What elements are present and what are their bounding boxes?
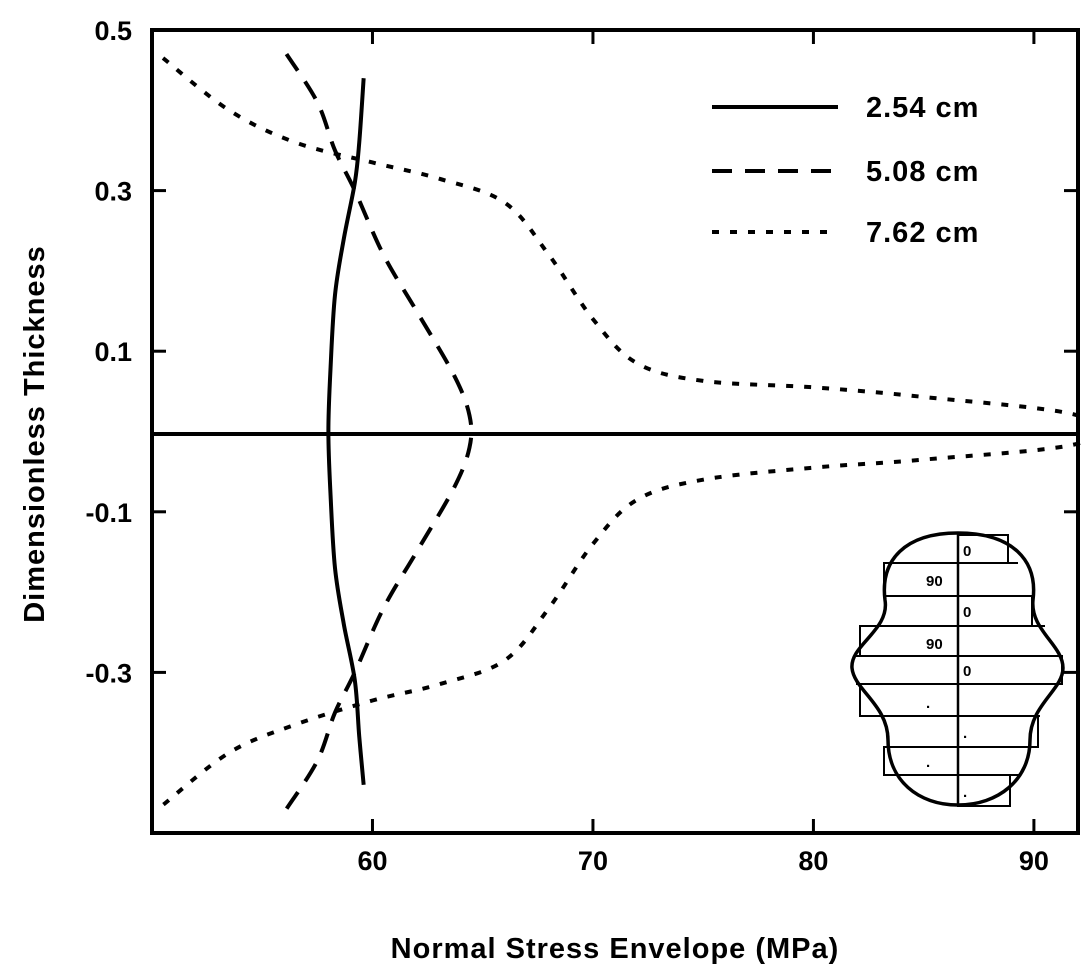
y-tick-label: 0.1 bbox=[94, 337, 132, 367]
x-tick-label: 90 bbox=[1019, 846, 1049, 876]
legend-label-7.62: 7.62 cm bbox=[866, 217, 979, 249]
ply-box bbox=[859, 683, 959, 717]
series-line-5.08-cm bbox=[284, 53, 474, 810]
legend-label-2.54: 2.54 cm bbox=[866, 92, 979, 124]
tick-marks: 60 70 80 90 0.5 0.3 0.1 -0.1 -0.3 bbox=[85, 16, 1078, 876]
x-tick-label: 70 bbox=[578, 846, 608, 876]
ply-box bbox=[957, 655, 1063, 685]
legend-label-5.08: 5.08 cm bbox=[866, 156, 979, 188]
inset-label: 90 bbox=[926, 573, 943, 590]
ply-box bbox=[957, 715, 1039, 748]
series-line-7.62-cm bbox=[161, 56, 1085, 807]
x-tick-label: 60 bbox=[357, 846, 387, 876]
inset-label: 90 bbox=[926, 636, 943, 653]
inset-label: . bbox=[926, 695, 930, 712]
y-tick-label: 0.5 bbox=[94, 16, 132, 46]
y-tick-label: 0.3 bbox=[94, 177, 132, 207]
legend: 2.54 cm 5.08 cm 7.62 cm bbox=[712, 92, 979, 249]
x-axis-title: Normal Stress Envelope (MPa) bbox=[391, 933, 840, 965]
inset-label: . bbox=[963, 784, 967, 801]
y-tick-label: -0.1 bbox=[85, 498, 132, 528]
series-line-2.54-cm bbox=[326, 78, 366, 786]
inset-ply-lines bbox=[856, 562, 1060, 776]
inset-label: . bbox=[963, 725, 967, 742]
y-axis-title: Dimensionless Thickness bbox=[19, 245, 51, 623]
inset-label: 0 bbox=[963, 663, 971, 680]
y-tick-label: -0.3 bbox=[85, 658, 132, 688]
inset-label: 0 bbox=[963, 543, 971, 560]
inset-label: 0 bbox=[963, 604, 971, 621]
laminate-inset: 0 90 0 90 0 . . . . bbox=[850, 531, 1065, 807]
series-lines bbox=[161, 53, 1085, 810]
x-tick-label: 80 bbox=[798, 846, 828, 876]
ply-box bbox=[883, 562, 959, 597]
inset-label: . bbox=[926, 754, 930, 771]
plot-frame bbox=[150, 28, 1080, 835]
